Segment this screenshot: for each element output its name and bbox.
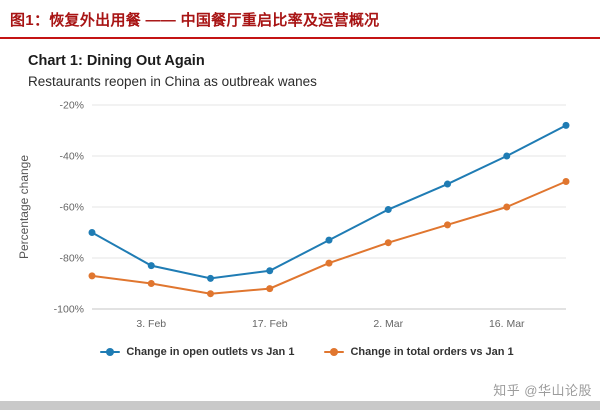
y-tick-label: -40% — [59, 151, 84, 163]
y-tick-label: -100% — [54, 304, 84, 316]
legend-marker-icon — [100, 348, 121, 356]
x-tick-label: 2. Mar — [373, 318, 403, 330]
legend-dot-icon — [106, 348, 115, 356]
y-axis-title: Percentage change — [17, 155, 31, 259]
y-tick-label: -20% — [59, 100, 84, 112]
chart-title: Chart 1: Dining Out Again — [28, 53, 205, 69]
data-point — [325, 236, 333, 244]
data-point — [88, 229, 96, 236]
data-point — [444, 221, 451, 229]
y-tick-label: -80% — [59, 253, 84, 265]
chart-card: Chart 1: Dining Out Again Restaurants re… — [0, 39, 600, 358]
data-point — [266, 285, 274, 293]
x-tick-label: 3. Feb — [136, 318, 166, 330]
watermark-text: 知乎 @华山论股 — [493, 383, 592, 398]
x-tick-label: 16. Mar — [489, 318, 525, 330]
data-point — [266, 267, 274, 275]
data-point — [147, 262, 155, 270]
data-point — [444, 180, 451, 188]
x-tick-label: 17. Feb — [252, 318, 288, 330]
legend-dot-icon — [330, 348, 339, 356]
chart-legend: Change in open outlets vs Jan 1 Change in… — [14, 346, 600, 358]
legend-item[interactable]: Change in total orders vs Jan 1 — [324, 346, 514, 358]
data-point — [562, 121, 570, 129]
watermark: 知乎 @华山论股 — [493, 380, 592, 399]
y-tick-label: -60% — [59, 202, 84, 214]
legend-label: Change in open outlets vs Jan 1 — [126, 346, 295, 358]
series-line — [91, 124, 567, 280]
data-point — [384, 239, 392, 247]
data-point — [325, 259, 333, 267]
headline-underline — [0, 37, 600, 39]
data-point — [147, 280, 155, 287]
chart-subtitle: Restaurants reopen in China as outbreak … — [28, 74, 317, 89]
article-headline: 图1：恢复外出用餐 —— 中国餐厅重启比率及运营概况 — [10, 12, 380, 29]
data-point — [384, 206, 392, 214]
data-point — [503, 152, 511, 160]
legend-marker-icon — [324, 348, 345, 356]
data-point — [207, 290, 214, 298]
legend-item[interactable]: Change in open outlets vs Jan 1 — [100, 346, 294, 358]
line-chart: -20% -40% -60% -80% -100% Percentage change 3.… — [17, 100, 570, 330]
bottom-strip — [0, 401, 600, 410]
data-point — [207, 274, 214, 282]
data-point — [503, 203, 511, 211]
data-point — [88, 272, 96, 280]
data-point — [562, 178, 570, 185]
legend-label: Change in total orders vs Jan 1 — [350, 346, 514, 358]
